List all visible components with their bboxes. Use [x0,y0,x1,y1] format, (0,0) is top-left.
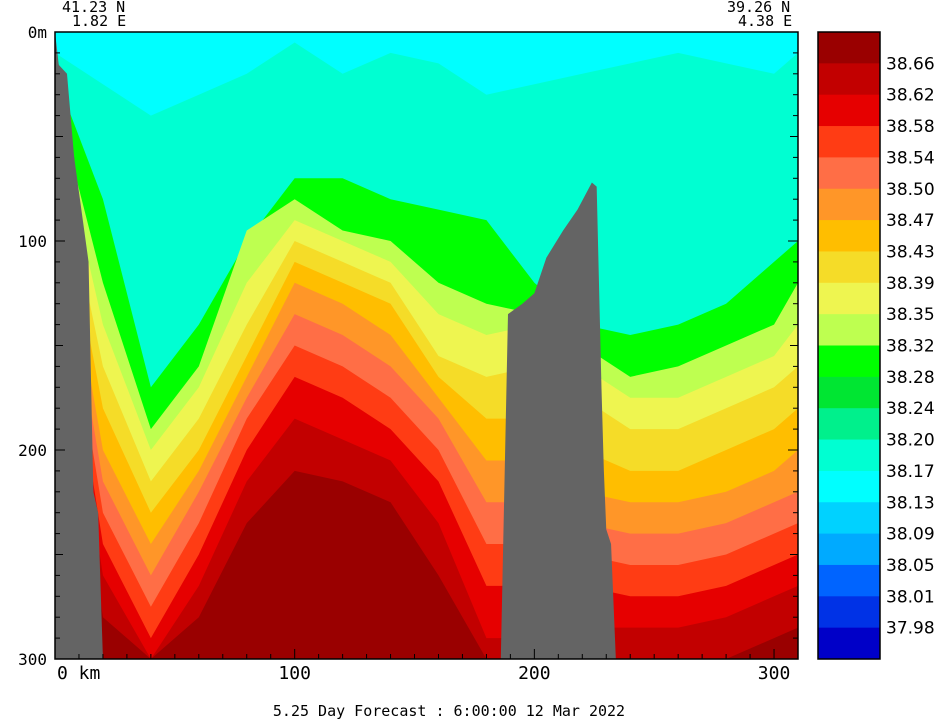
colorbar: 38.66 38.62 38.58 38.54 38.50 38.47 38.43 38.39… [817,31,935,660]
end-lat: 39.26 N [727,0,790,16]
colorbar-label: 38.32 [886,337,935,357]
colorbar-label: 38.47 [886,211,935,231]
colorbar-swatch [818,470,880,503]
colorbar-label: 38.39 [886,274,935,294]
colorbar-swatch [818,345,880,378]
start-lon: 1.82 E [72,12,126,30]
colorbar-label: 38.05 [886,556,935,576]
colorbar-swatch [818,314,880,346]
colorbar-label: 38.24 [886,399,935,419]
y-tick-label: 200 [18,441,47,460]
colorbar-label: 38.50 [886,180,935,200]
colorbar-label: 38.01 [886,587,935,607]
coast-wedge [55,32,103,659]
colorbar-label: 38.62 [886,86,935,106]
colorbar-swatch [818,533,880,566]
colorbar-swatch [818,32,880,64]
colorbar-swatch [818,63,880,96]
colorbar-swatch [818,408,880,441]
seafloor-shape [55,63,616,659]
y-tick-label: 300 [18,650,47,669]
colorbar-swatch [818,627,880,660]
colorbar-frame [817,31,881,660]
chart-title: 5.25 Day Forecast : 6:00:00 12 Mar 2022 [273,702,625,720]
x-tick-label: 200 [518,663,551,684]
colorbar-label: 38.43 [886,242,935,262]
colorbar-swatch [818,596,880,629]
colorbar-label: 38.20 [886,431,935,451]
colorbar-swatch [818,376,880,409]
colorbar-swatch [818,564,880,597]
colorbar-label: 37.98 [886,619,935,639]
x-tick-label: 0 km [57,663,100,684]
x-tick-label: 100 [278,663,311,684]
seafloor-bathymetry [55,32,616,659]
y-tick-label: 0m [28,23,47,42]
colorbar-label: 38.54 [886,148,935,168]
colorbar-label: 38.13 [886,493,935,513]
colorbar-swatch [818,502,880,535]
colorbar-label: 38.09 [886,525,935,545]
axes: 0 km 100 200 300 0m 100 200 300 [18,23,798,684]
x-tick-label: 300 [758,663,791,684]
colorbar-label: 38.28 [886,368,935,388]
colorbar-swatch [818,251,880,284]
contour-plot-area [55,32,798,659]
colorbar-swatch [818,220,880,252]
y-tick-label: 100 [18,232,47,251]
colorbar-swatch [818,157,880,190]
colorbar-label: 38.66 [886,54,935,74]
start-lat: 41.23 N [62,0,125,16]
colorbar-swatch [818,439,880,472]
colorbar-swatch [818,94,880,127]
colorbar-label: 38.35 [886,305,935,325]
colorbar-label: 38.17 [886,462,935,482]
salinity-band-38.66 [55,282,798,659]
colorbar-label: 38.58 [886,117,935,137]
colorbar-swatch [818,188,880,221]
end-lon: 4.38 E [738,12,792,30]
colorbar-swatch [818,282,880,315]
colorbar-swatch [818,126,880,158]
